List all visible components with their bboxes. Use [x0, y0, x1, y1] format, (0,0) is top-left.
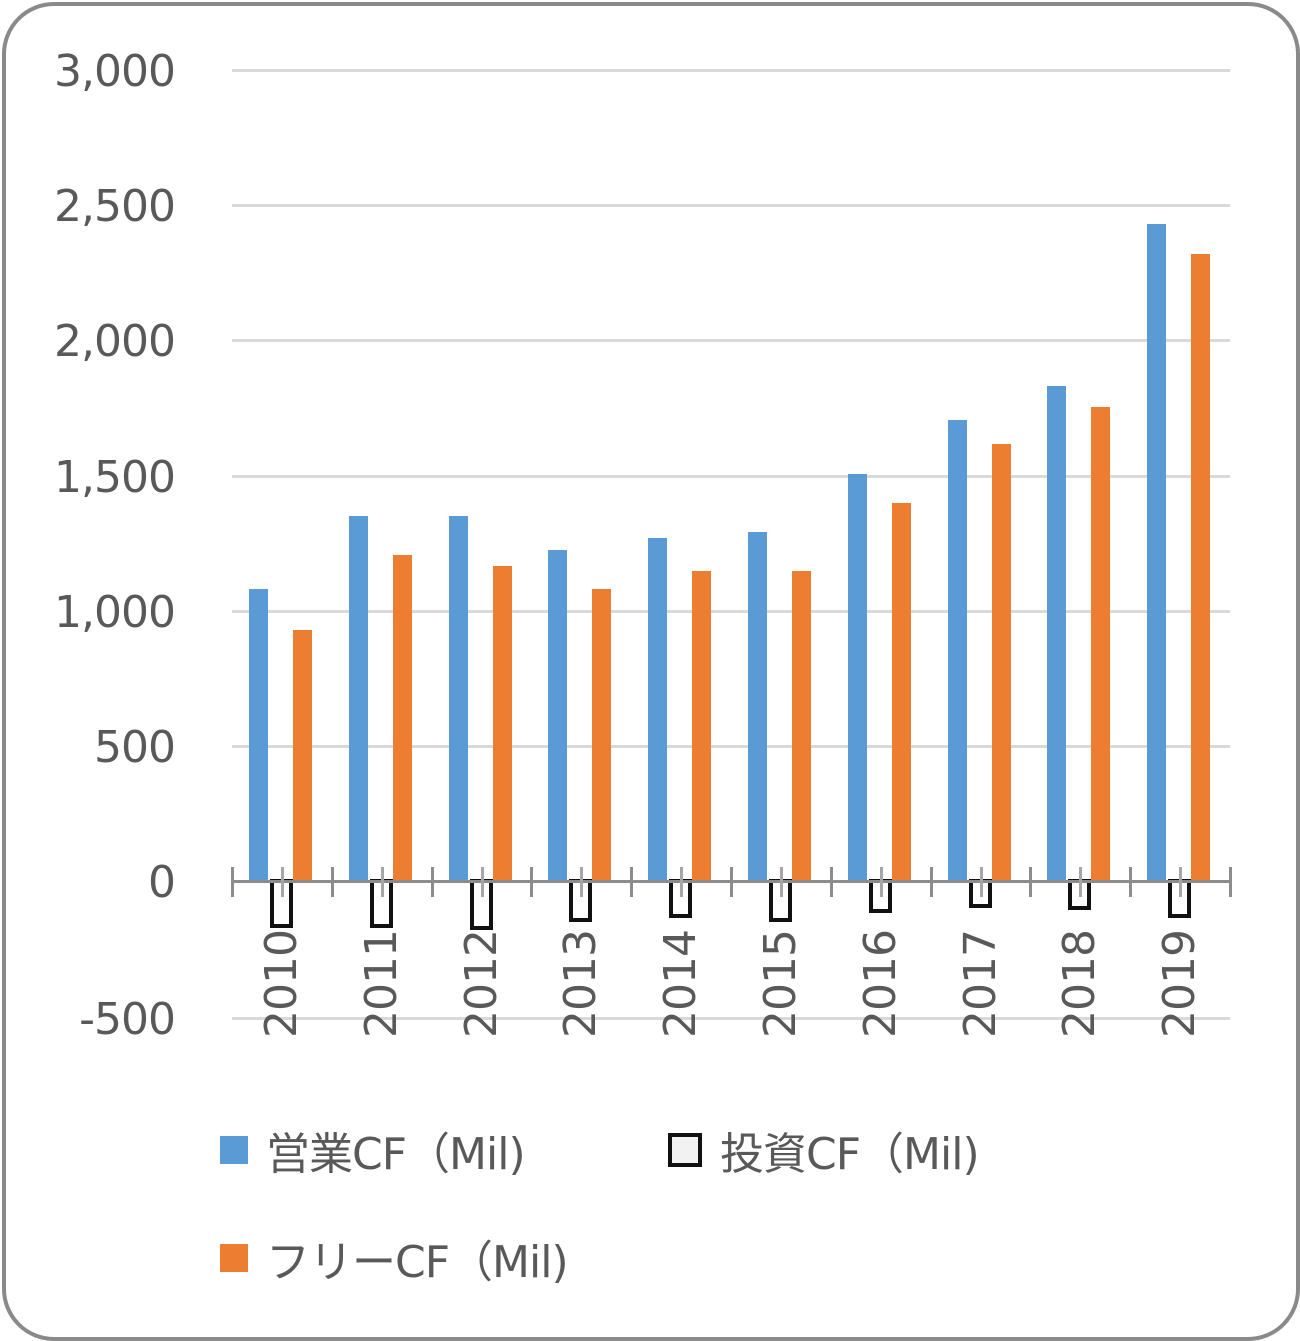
bar-free-cf [792, 571, 811, 881]
legend-label-investing: 投資CF（Mil) [720, 1129, 980, 1180]
legend-swatch-free [220, 1244, 248, 1272]
y-axis-tick-label: 1,500 [54, 451, 176, 503]
x-axis-tick-label: 2019 [1154, 930, 1206, 1038]
y-axis-tick-label: 0 [148, 857, 176, 908]
x-axis-tick-label: 2017 [954, 930, 1006, 1038]
bar-operating-cf [249, 589, 268, 881]
legend-item-free: フリーCF（Mil) [220, 1226, 569, 1290]
legend-swatch-investing [668, 1133, 702, 1167]
x-axis-major-tick [929, 867, 933, 897]
legend-swatch-operating [220, 1136, 248, 1164]
bar-operating-cf [548, 549, 568, 881]
x-axis-major-tick [1129, 867, 1133, 897]
bar-operating-cf [448, 516, 468, 881]
x-axis-minor-tick [1179, 867, 1183, 897]
bar-free-cf [392, 555, 412, 881]
x-axis-major-tick [330, 867, 334, 897]
bar-operating-cf [648, 537, 668, 881]
bar-free-cf [991, 444, 1011, 881]
x-axis-minor-tick [1079, 867, 1083, 897]
legend-item-investing: 投資CF（Mil) [668, 1118, 980, 1182]
gridline [232, 204, 1230, 208]
x-axis-minor-tick [480, 867, 484, 897]
x-axis-tick-label: 2015 [754, 930, 806, 1038]
x-axis-major-tick [1229, 867, 1232, 897]
gridline [232, 744, 1230, 748]
x-axis-minor-tick [979, 867, 983, 897]
gridline [232, 474, 1230, 478]
x-axis-major-tick [430, 867, 434, 897]
x-axis-minor-tick [779, 867, 783, 897]
y-axis-tick-label: 2,000 [54, 316, 176, 368]
bar-operating-cf [847, 474, 867, 881]
bar-free-cf [293, 629, 312, 881]
legend-item-operating: 営業CF（Mil) [220, 1118, 526, 1182]
x-axis-major-tick [1029, 867, 1033, 897]
bar-operating-cf [1147, 224, 1167, 881]
bar-free-cf [1091, 406, 1111, 881]
bar-operating-cf [748, 532, 767, 881]
x-axis-minor-tick [380, 867, 384, 897]
x-axis-tick-label: 2016 [854, 930, 906, 1038]
y-axis-tick-label: 2,500 [54, 181, 176, 233]
x-axis-major-tick [829, 867, 833, 897]
legend-label-operating: 営業CF（Mil) [266, 1129, 526, 1180]
gridline [232, 1017, 1230, 1020]
x-axis-minor-tick [580, 867, 584, 897]
x-axis-major-tick [530, 867, 534, 897]
gridline [232, 339, 1230, 343]
gridline [232, 609, 1230, 613]
bar-operating-cf [947, 420, 967, 881]
x-axis-tick-label: 2011 [355, 930, 407, 1038]
x-axis-major-tick [730, 867, 733, 897]
legend-label-free: フリーCF（Mil) [266, 1237, 569, 1288]
y-axis-tick-label: -500 [79, 994, 176, 1045]
x-axis-minor-tick [680, 867, 684, 897]
x-axis-tick-label: 2010 [255, 930, 307, 1038]
x-axis-minor-tick [879, 867, 883, 897]
y-axis-tick-label: 500 [94, 721, 176, 773]
x-axis-major-tick [630, 867, 634, 897]
gridline [232, 69, 1230, 72]
x-axis-tick-label: 2012 [455, 930, 507, 1038]
x-axis-minor-tick [280, 867, 284, 897]
bar-operating-cf [348, 516, 368, 881]
x-axis-tick-label: 2018 [1054, 930, 1106, 1038]
x-axis-tick-label: 2014 [655, 930, 707, 1038]
y-axis-tick-label: 1,000 [54, 586, 176, 638]
x-axis-major-tick [231, 867, 234, 897]
bar-free-cf [692, 571, 712, 881]
x-axis-tick-label: 2013 [555, 930, 607, 1038]
bar-free-cf [1191, 253, 1211, 881]
bar-operating-cf [1047, 386, 1067, 881]
bar-free-cf [492, 566, 512, 881]
bar-free-cf [592, 589, 612, 881]
y-axis-tick-label: 3,000 [54, 46, 176, 97]
bar-free-cf [891, 502, 911, 881]
